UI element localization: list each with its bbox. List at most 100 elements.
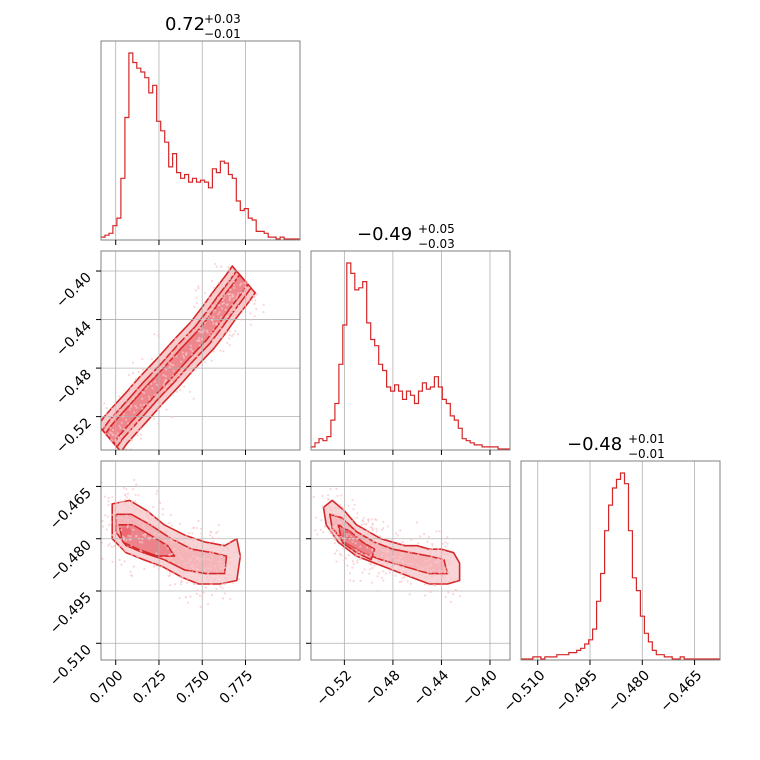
sample-point bbox=[367, 518, 370, 521]
sample-point bbox=[213, 291, 216, 294]
sample-point bbox=[218, 304, 221, 307]
sample-point bbox=[171, 542, 174, 545]
sample-point bbox=[234, 329, 237, 333]
sample-point bbox=[236, 277, 239, 280]
sample-point bbox=[140, 550, 143, 553]
sample-point bbox=[228, 541, 231, 544]
sample-point bbox=[136, 416, 139, 420]
sample-point bbox=[191, 571, 194, 574]
sample-point bbox=[152, 515, 155, 518]
sample-point bbox=[230, 311, 233, 314]
sample-point bbox=[138, 421, 141, 424]
sample-point bbox=[357, 551, 360, 554]
sample-point bbox=[194, 365, 197, 368]
sample-point bbox=[157, 508, 160, 511]
sample-point bbox=[315, 516, 318, 519]
sample-point bbox=[151, 524, 154, 527]
sample-point bbox=[171, 549, 174, 552]
sample-point bbox=[406, 580, 409, 583]
sample-point bbox=[389, 566, 392, 569]
axes-frame-2-2 bbox=[520, 460, 721, 661]
sample-point bbox=[215, 587, 218, 590]
sample-point bbox=[151, 373, 154, 376]
sample-point bbox=[155, 364, 159, 368]
sample-point bbox=[210, 359, 213, 362]
sample-point bbox=[236, 294, 239, 297]
sample-point bbox=[426, 540, 429, 543]
sample-point bbox=[446, 542, 449, 545]
sample-point bbox=[117, 517, 120, 520]
ytick-label-2-1: −0.495 bbox=[47, 590, 95, 638]
sample-point bbox=[129, 438, 132, 441]
sample-point bbox=[189, 347, 192, 351]
sample-point bbox=[211, 279, 214, 283]
sample-point bbox=[138, 380, 141, 383]
sample-point bbox=[224, 570, 227, 574]
sample-point bbox=[375, 518, 378, 522]
sample-point bbox=[142, 524, 145, 528]
sample-point bbox=[375, 548, 378, 551]
sample-point bbox=[249, 323, 252, 326]
sample-point bbox=[174, 583, 177, 586]
sample-point bbox=[202, 329, 205, 332]
sample-point bbox=[190, 364, 193, 367]
sample-point bbox=[166, 569, 169, 572]
sample-point bbox=[114, 531, 117, 534]
sample-point bbox=[210, 583, 213, 586]
sample-point bbox=[327, 521, 330, 524]
xtick-label-1-1: −0.48 bbox=[362, 668, 404, 710]
sample-point bbox=[210, 559, 213, 562]
sample-point bbox=[167, 536, 170, 539]
sample-point bbox=[149, 536, 152, 539]
sample-point bbox=[361, 533, 364, 536]
sample-point bbox=[456, 578, 459, 581]
sample-point bbox=[365, 523, 368, 526]
sample-point bbox=[336, 514, 339, 517]
sample-point bbox=[213, 578, 217, 581]
sample-point bbox=[459, 595, 462, 598]
sample-point bbox=[402, 553, 405, 556]
sample-point bbox=[170, 533, 173, 536]
sample-point bbox=[217, 313, 220, 316]
sample-point bbox=[212, 540, 215, 543]
sample-point bbox=[207, 579, 210, 582]
sample-point bbox=[187, 601, 190, 604]
sample-point bbox=[197, 287, 200, 290]
sample-point bbox=[115, 511, 118, 515]
sample-point bbox=[341, 509, 344, 512]
sample-point bbox=[434, 584, 437, 587]
sample-point bbox=[427, 583, 430, 586]
sample-point bbox=[201, 596, 204, 599]
sample-point bbox=[398, 565, 401, 568]
sample-point bbox=[167, 563, 170, 566]
sample-point bbox=[194, 538, 197, 541]
sample-point bbox=[209, 551, 212, 554]
sample-point bbox=[165, 368, 168, 371]
sample-point bbox=[107, 504, 110, 507]
sample-point bbox=[198, 337, 201, 340]
sample-point bbox=[429, 571, 432, 574]
sample-point bbox=[153, 333, 156, 336]
sample-point bbox=[333, 514, 336, 517]
sample-point bbox=[376, 543, 379, 546]
sample-point bbox=[219, 349, 222, 352]
sample-point bbox=[232, 273, 235, 276]
sample-point bbox=[177, 344, 180, 347]
sample-point bbox=[139, 404, 142, 407]
sample-point bbox=[105, 413, 108, 416]
sample-point bbox=[228, 276, 231, 279]
sample-point bbox=[336, 532, 339, 536]
sample-point bbox=[249, 318, 252, 321]
sample-point bbox=[172, 560, 175, 563]
sample-point bbox=[329, 509, 332, 512]
sample-point bbox=[319, 528, 322, 532]
sample-point bbox=[125, 488, 128, 491]
sample-point bbox=[219, 567, 223, 570]
sample-point bbox=[109, 431, 112, 434]
sample-point bbox=[162, 556, 165, 559]
sample-point bbox=[355, 548, 358, 552]
sample-point bbox=[382, 520, 385, 524]
sample-point bbox=[314, 529, 317, 532]
ytick-label-1-0: −0.52 bbox=[53, 415, 95, 457]
sample-point bbox=[212, 547, 215, 550]
